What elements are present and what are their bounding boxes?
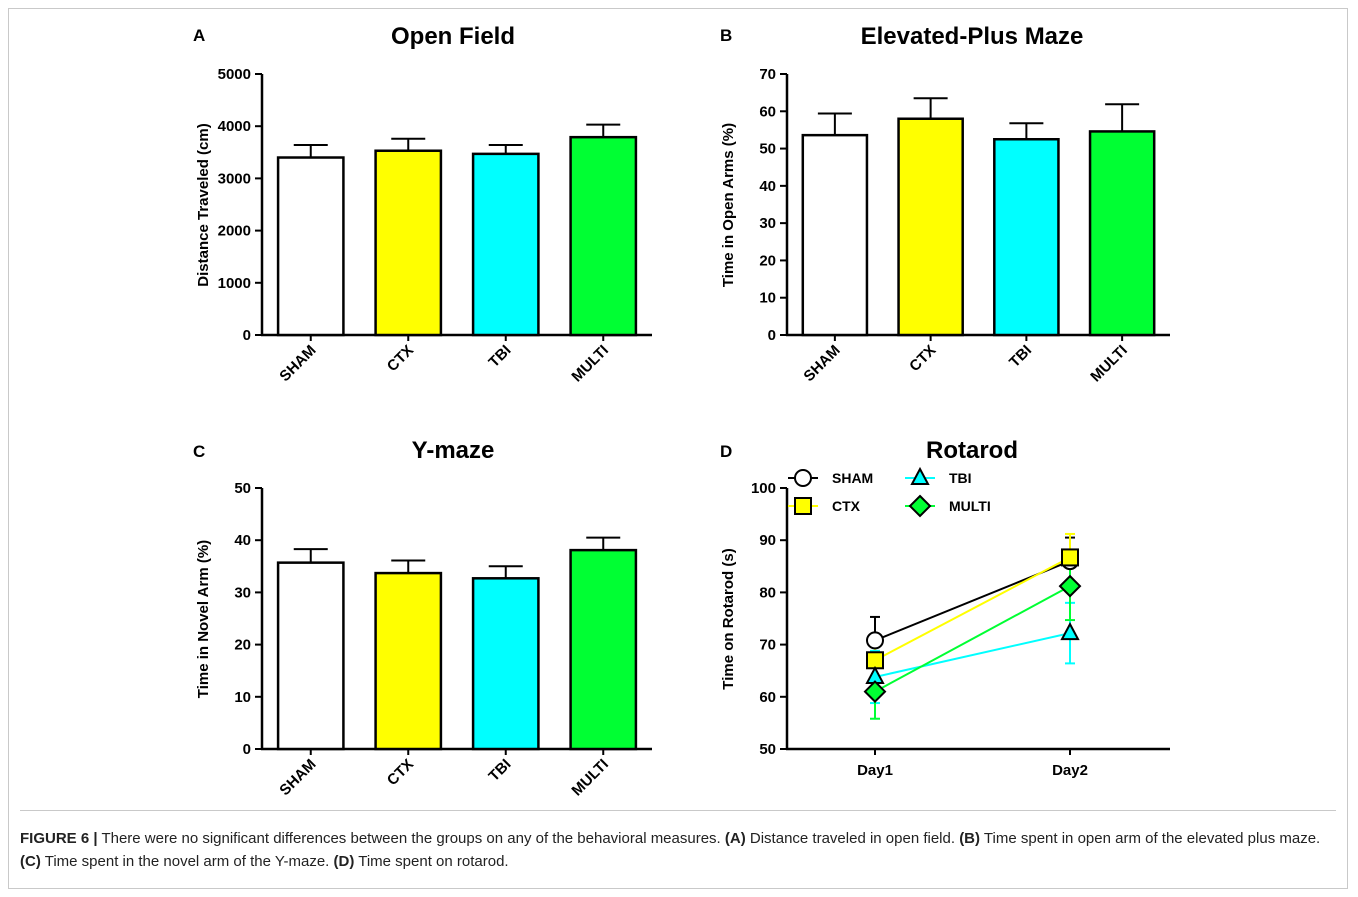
y-tick-label-c: 10 — [234, 689, 251, 706]
y-axis-label-c: Time in Novel Arm (%) — [195, 540, 212, 698]
bar-b-ctx — [897, 117, 964, 337]
caption-label: FIGURE 6 | — [20, 830, 98, 847]
bar-b-tbi — [993, 138, 1060, 337]
chart-title-d: Rotarod — [926, 437, 1018, 464]
y-tick-label-c: 50 — [234, 480, 251, 497]
y-tick-label-b: 50 — [759, 141, 776, 158]
figure-caption: FIGURE 6 | There were no significant dif… — [20, 810, 1336, 873]
legend-label-ctx: CTX — [832, 498, 861, 514]
y-tick-label-d: 100 — [751, 480, 776, 497]
y-tick-label-a: 0 — [243, 327, 251, 344]
x-tick-label-c-tbi: TBI — [485, 756, 514, 785]
legend-marker-multi — [908, 494, 932, 518]
x-tick-label-d-day2: Day2 — [1052, 762, 1088, 779]
chart-title-a: Open Field — [391, 23, 515, 50]
chart-title-b: Elevated-Plus Maze — [861, 23, 1084, 50]
y-tick-label-c: 40 — [234, 532, 251, 549]
y-tick-label-d: 60 — [759, 689, 776, 706]
chart-title-c: Y-maze — [412, 437, 495, 464]
caption-item-b: Time spent in open arm of the elevated p… — [983, 830, 1321, 847]
bar-b-sham — [801, 133, 869, 337]
x-tick-label-a-sham: SHAM — [276, 342, 319, 385]
panel-letter-a: A — [193, 26, 205, 45]
caption-key-a: (A) — [724, 830, 746, 847]
y-axis-label-a: Distance Traveled (cm) — [195, 123, 212, 286]
legend-label-tbi: TBI — [949, 470, 972, 486]
x-tick-label-d-day1: Day1 — [857, 762, 893, 779]
marker-sham — [866, 631, 884, 650]
y-tick-label-c: 30 — [234, 584, 251, 601]
marker-ctx — [1061, 548, 1079, 567]
caption-item-c: Time spent in the novel arm of the Y-maz… — [44, 853, 330, 870]
x-tick-label-b-ctx: CTX — [906, 342, 939, 375]
bar-c-tbi — [471, 577, 540, 751]
y-tick-label-d: 70 — [759, 637, 776, 654]
y-tick-label-b: 70 — [759, 66, 776, 83]
x-tick-label-b-multi: MULTI — [1087, 342, 1131, 386]
bar-c-multi — [569, 548, 638, 751]
marker-tbi — [1060, 621, 1080, 641]
y-axis-label-d: Time on Rotarod (s) — [720, 548, 737, 689]
bar-c-ctx — [374, 571, 443, 751]
legend-label-sham: SHAM — [832, 470, 873, 486]
legend-marker-sham — [794, 469, 812, 487]
x-tick-label-a-tbi: TBI — [485, 342, 514, 371]
y-tick-label-c: 0 — [243, 741, 251, 758]
bar-a-multi — [569, 135, 638, 337]
x-tick-label-c-ctx: CTX — [384, 756, 417, 789]
y-tick-label-a: 3000 — [218, 170, 251, 187]
x-tick-label-c-multi: MULTI — [568, 756, 612, 800]
x-tick-label-c-sham: SHAM — [276, 756, 319, 799]
y-tick-label-a: 4000 — [218, 118, 251, 135]
caption-key-d: (D) — [333, 853, 355, 870]
y-tick-label-b: 0 — [768, 327, 776, 344]
bar-a-ctx — [374, 149, 443, 337]
caption-key-b: (B) — [959, 830, 981, 847]
panel-letter-c: C — [193, 442, 205, 461]
y-axis-label-b: Time in Open Arms (%) — [720, 123, 737, 287]
series-line-ctx — [874, 556, 1071, 662]
legend-marker-ctx — [794, 497, 812, 515]
y-tick-label-d: 90 — [759, 532, 776, 549]
legend-marker-tbi — [910, 466, 930, 485]
y-tick-label-b: 20 — [759, 252, 776, 269]
bar-a-tbi — [471, 152, 540, 337]
x-tick-label-b-tbi: TBI — [1006, 342, 1035, 371]
marker-multi — [1058, 574, 1082, 598]
y-tick-label-d: 80 — [759, 584, 776, 601]
caption-text: There were no significant differences be… — [101, 830, 721, 847]
series-line-tbi — [874, 632, 1071, 678]
x-tick-label-b-sham: SHAM — [800, 342, 843, 385]
caption-item-d: Time spent on rotarod. — [358, 853, 509, 870]
panel-letter-b: B — [720, 26, 732, 45]
y-tick-label-b: 60 — [759, 103, 776, 120]
y-tick-label-a: 5000 — [218, 66, 251, 83]
caption-key-c: (C) — [20, 853, 41, 870]
marker-multi — [863, 680, 887, 703]
y-tick-label-c: 20 — [234, 637, 251, 654]
x-tick-label-a-ctx: CTX — [384, 342, 417, 375]
y-tick-label-a: 1000 — [218, 275, 251, 292]
y-tick-label-d: 50 — [759, 741, 776, 758]
x-tick-label-a-multi: MULTI — [568, 342, 612, 386]
bar-b-multi — [1088, 130, 1156, 337]
y-tick-label-b: 40 — [759, 178, 776, 195]
bar-c-sham — [276, 561, 345, 751]
series-line-multi — [874, 585, 1071, 693]
caption-item-a: Distance traveled in open field. — [749, 830, 956, 847]
panel-letter-d: D — [720, 442, 732, 461]
y-tick-label-a: 2000 — [218, 223, 251, 240]
bar-a-sham — [276, 156, 345, 337]
y-tick-label-b: 30 — [759, 215, 776, 232]
y-tick-label-b: 10 — [759, 290, 776, 307]
legend-label-multi: MULTI — [949, 498, 991, 514]
